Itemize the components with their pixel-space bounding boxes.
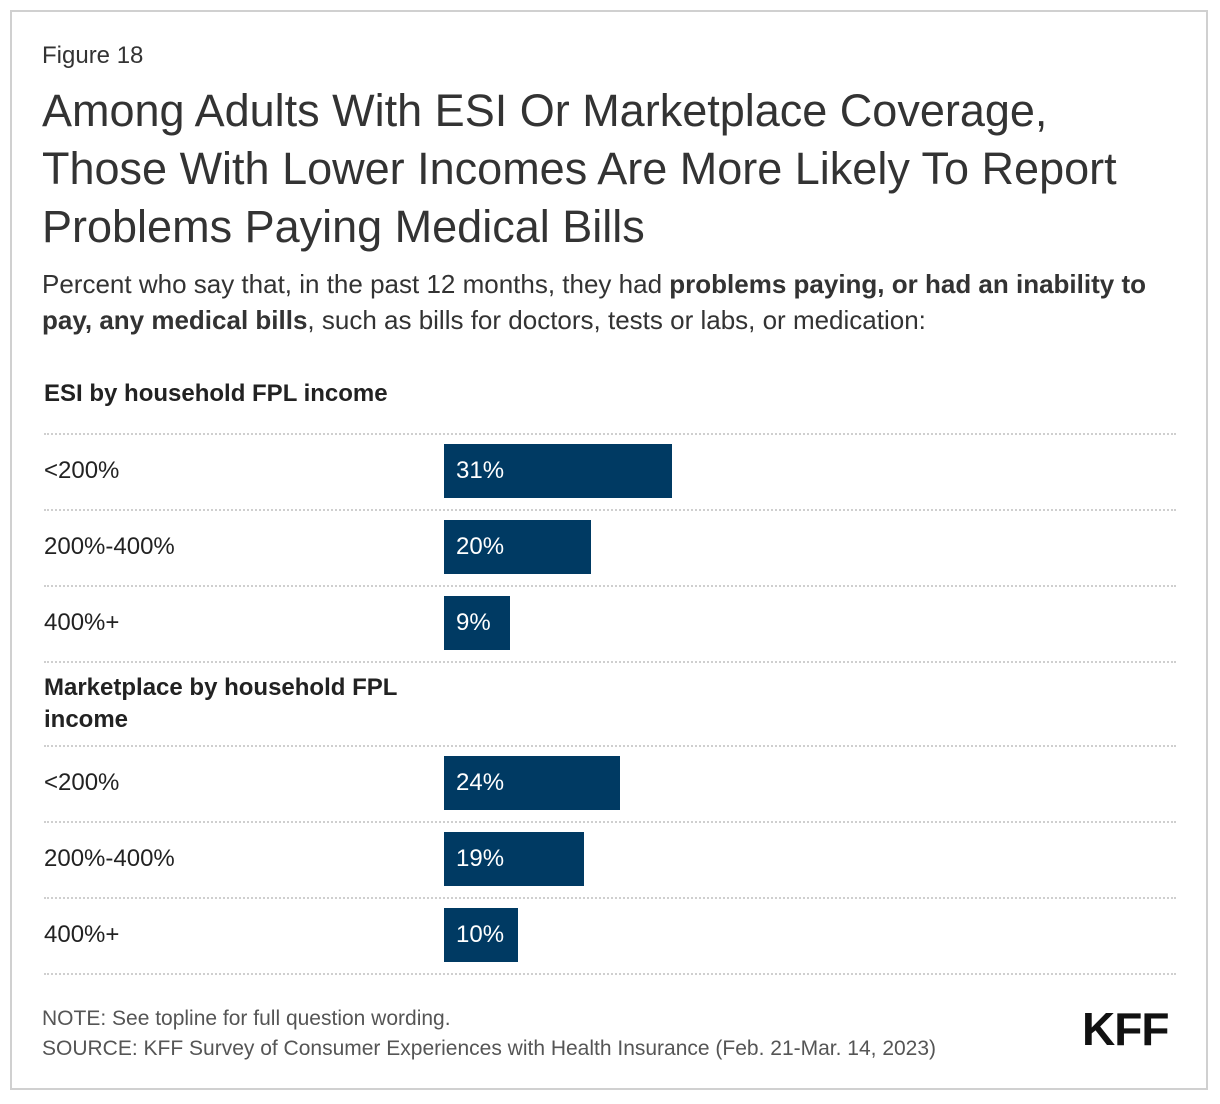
bar — [444, 520, 591, 574]
row-divider — [44, 821, 1176, 823]
category-label: <200% — [44, 457, 120, 484]
category-label: 400%+ — [44, 609, 120, 636]
bar-value-label: 10% — [456, 921, 505, 948]
bar — [444, 596, 510, 650]
bar — [444, 908, 518, 962]
bar — [444, 756, 620, 810]
row-divider — [44, 661, 1176, 663]
bar-value-label: 31% — [456, 457, 505, 484]
row-divider — [44, 585, 1176, 587]
subtitle-text-2: , such as bills for doctors, tests or la… — [307, 305, 926, 335]
row-divider — [44, 973, 1176, 975]
chart-source: SOURCE: KFF Survey of Consumer Experienc… — [42, 1037, 937, 1060]
subtitle-bold-text: problems paying, or had an inability to … — [42, 269, 1146, 335]
category-label: 400%+ — [44, 921, 120, 948]
bar-value-label: 20% — [456, 533, 505, 560]
bar-value-label: 9% — [456, 609, 491, 636]
row-divider — [44, 745, 1176, 747]
row-divider — [44, 509, 1176, 511]
chart-note: NOTE: See topline for full question word… — [42, 1007, 451, 1030]
category-label: 200%-400% — [44, 845, 175, 872]
figure-label: Figure 18 — [42, 42, 144, 69]
row-divider — [44, 897, 1176, 899]
bar — [444, 444, 672, 498]
category-label: <200% — [44, 769, 120, 796]
bar-value-label: 24% — [456, 769, 505, 796]
subtitle-text-1: Percent who say that, in the past 12 mon… — [42, 269, 670, 299]
kff-logo: KFF — [1082, 1003, 1169, 1055]
group-label: ESI by household FPL income — [44, 380, 388, 407]
bar-value-label: 19% — [456, 845, 505, 872]
row-divider — [44, 433, 1176, 435]
bar — [444, 832, 584, 886]
chart-title: Among Adults With ESI Or Marketplace Cov… — [42, 85, 1117, 252]
chart-subtitle: Percent who say that, in the past 12 mon… — [42, 266, 1182, 338]
group-label: Marketplace by household FPL income — [44, 674, 397, 733]
figure-frame — [10, 10, 1208, 1090]
category-label: 200%-400% — [44, 533, 175, 560]
